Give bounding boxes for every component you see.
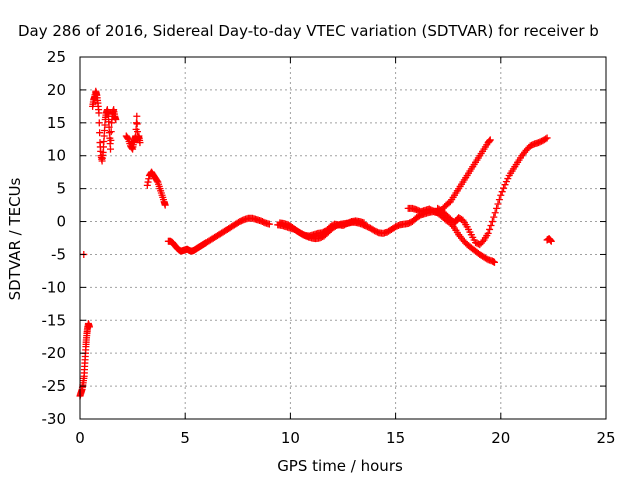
data-point <box>136 139 144 147</box>
data-point <box>145 175 153 183</box>
data-point <box>542 135 550 143</box>
data-point <box>112 116 120 124</box>
data-point <box>502 178 510 186</box>
y-tick-label: 10 <box>47 147 66 165</box>
x-tick-label: 5 <box>180 429 190 447</box>
data-point <box>488 218 496 226</box>
data-point <box>490 258 498 266</box>
data-point <box>124 134 132 142</box>
data-point <box>543 134 551 142</box>
y-tick-label: -25 <box>42 377 67 395</box>
data-points <box>76 87 555 400</box>
data-point <box>133 112 141 120</box>
chart-title: Day 286 of 2016, Sidereal Day-to-day VTE… <box>18 22 599 40</box>
data-point <box>547 236 555 244</box>
data-point <box>128 144 136 152</box>
data-point <box>96 129 104 137</box>
data-point <box>484 229 492 237</box>
y-tick-label: -15 <box>42 311 67 329</box>
data-point <box>107 136 115 144</box>
y-tick-label: -30 <box>42 410 67 428</box>
y-tick-label: 5 <box>56 180 66 198</box>
data-point <box>486 136 494 144</box>
y-tick-label: -20 <box>42 344 67 362</box>
data-point <box>265 220 273 228</box>
data-point <box>143 181 151 189</box>
x-tick-label: 15 <box>386 429 405 447</box>
plot-frame <box>79 56 607 420</box>
data-point <box>490 213 498 221</box>
y-tick-label: 0 <box>56 213 66 231</box>
data-point <box>547 237 555 245</box>
data-point <box>107 145 115 153</box>
y-axis-title: SDTVAR / TECUs <box>6 177 24 300</box>
data-point <box>360 219 368 227</box>
data-point <box>85 323 93 331</box>
data-point <box>486 137 494 145</box>
data-point <box>487 221 495 229</box>
y-tick-label: -10 <box>42 278 67 296</box>
data-point <box>107 128 115 136</box>
y-tick-label: 20 <box>47 81 66 99</box>
axis-ticks: 0 5 10 15 20 25 -30 -25 -20 -15 -10 -5 0 5 10 15 20 25 <box>42 48 616 447</box>
data-point <box>133 120 141 128</box>
data-point <box>491 209 499 217</box>
data-point <box>95 119 103 127</box>
data-point <box>495 196 503 204</box>
x-tick-label: 0 <box>75 429 85 447</box>
data-point <box>134 128 142 136</box>
y-tick-label: 25 <box>47 48 66 66</box>
data-point <box>504 175 512 183</box>
data-point <box>494 200 502 208</box>
y-tick-label: -5 <box>51 245 66 263</box>
y-tick-label: 15 <box>47 114 66 132</box>
data-point <box>132 119 140 127</box>
x-tick-label: 10 <box>281 429 300 447</box>
data-point <box>497 191 505 199</box>
x-tick-label: 25 <box>596 429 615 447</box>
x-tick-label: 20 <box>491 429 510 447</box>
x-axis-title: GPS time / hours <box>277 457 403 475</box>
data-point <box>498 188 506 196</box>
data-point <box>493 204 501 212</box>
data-point <box>500 184 508 192</box>
data-point <box>486 225 494 233</box>
data-point <box>95 109 103 117</box>
data-point <box>501 181 509 189</box>
grid-layer <box>80 57 606 419</box>
data-point <box>153 177 161 185</box>
data-point <box>144 178 152 186</box>
data-point <box>479 238 487 246</box>
data-point <box>161 201 169 209</box>
